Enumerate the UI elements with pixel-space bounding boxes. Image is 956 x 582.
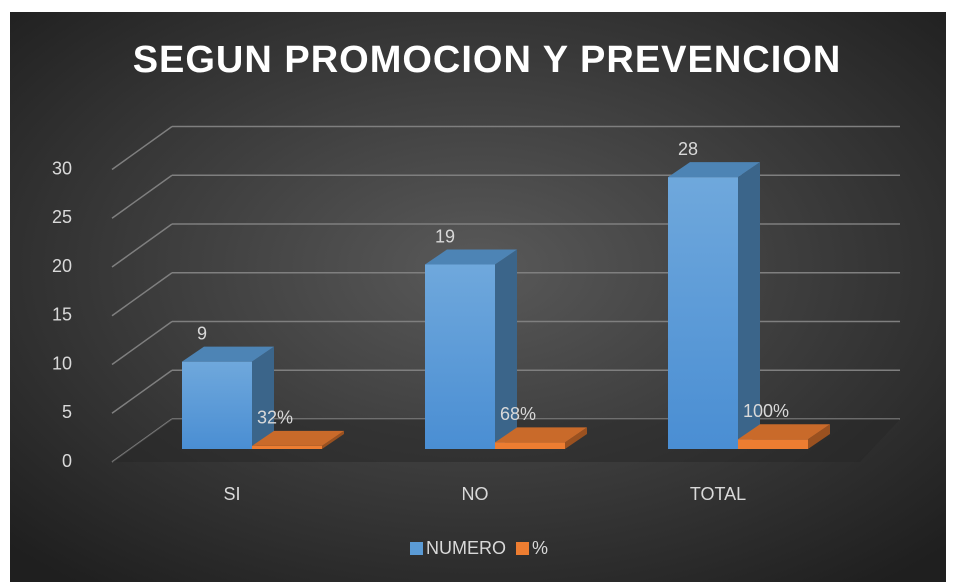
bar-side <box>738 162 760 449</box>
bar-top <box>495 427 587 443</box>
bar-side <box>808 424 830 449</box>
bar-front <box>668 177 738 449</box>
bar-front <box>182 361 252 449</box>
data-label: 68% <box>500 404 536 424</box>
grid-line <box>111 272 173 317</box>
data-label: 32% <box>257 408 293 428</box>
bar <box>252 430 344 449</box>
grid-line <box>111 369 173 414</box>
bar <box>425 249 517 449</box>
data-label: 100% <box>743 401 789 421</box>
bar-side <box>322 430 344 449</box>
bar-front <box>738 439 808 449</box>
bar <box>182 346 274 449</box>
bar-front <box>495 442 565 449</box>
y-tick-label: 5 <box>62 402 72 422</box>
legend-swatch <box>516 542 529 555</box>
legend-swatch <box>410 542 423 555</box>
y-tick-label: 0 <box>62 451 72 471</box>
x-tick-label: NO <box>462 484 489 504</box>
grid-line <box>111 223 173 268</box>
y-tick-label: 25 <box>52 207 72 227</box>
chart-title: SEGUN PROMOCION Y PREVENCION <box>133 39 842 81</box>
bar-side <box>565 427 587 449</box>
bar-top <box>252 430 344 446</box>
data-label: 28 <box>678 139 698 159</box>
bar-top <box>425 249 517 265</box>
data-label: 19 <box>435 226 455 246</box>
data-label: 9 <box>197 323 207 343</box>
bar <box>668 162 760 449</box>
grid-line <box>111 174 173 219</box>
bar <box>738 424 830 449</box>
y-tick-label: 15 <box>52 305 72 325</box>
y-tick-label: 20 <box>52 256 72 276</box>
grid-line <box>111 320 173 366</box>
bar-front <box>252 445 322 449</box>
y-tick-label: 30 <box>52 158 72 178</box>
legend-label: NUMERO <box>426 538 506 558</box>
bar-top <box>182 346 274 362</box>
legend-label: % <box>532 538 548 558</box>
x-tick-label: SI <box>223 484 240 504</box>
y-tick-label: 10 <box>52 353 72 373</box>
bar <box>495 427 587 449</box>
bar-side <box>252 346 274 449</box>
grid-line <box>111 125 173 171</box>
bar-side <box>495 249 517 449</box>
bar-front <box>425 264 495 449</box>
x-tick-label: TOTAL <box>690 484 746 504</box>
bar-top <box>668 162 760 178</box>
bar-top <box>738 424 830 440</box>
